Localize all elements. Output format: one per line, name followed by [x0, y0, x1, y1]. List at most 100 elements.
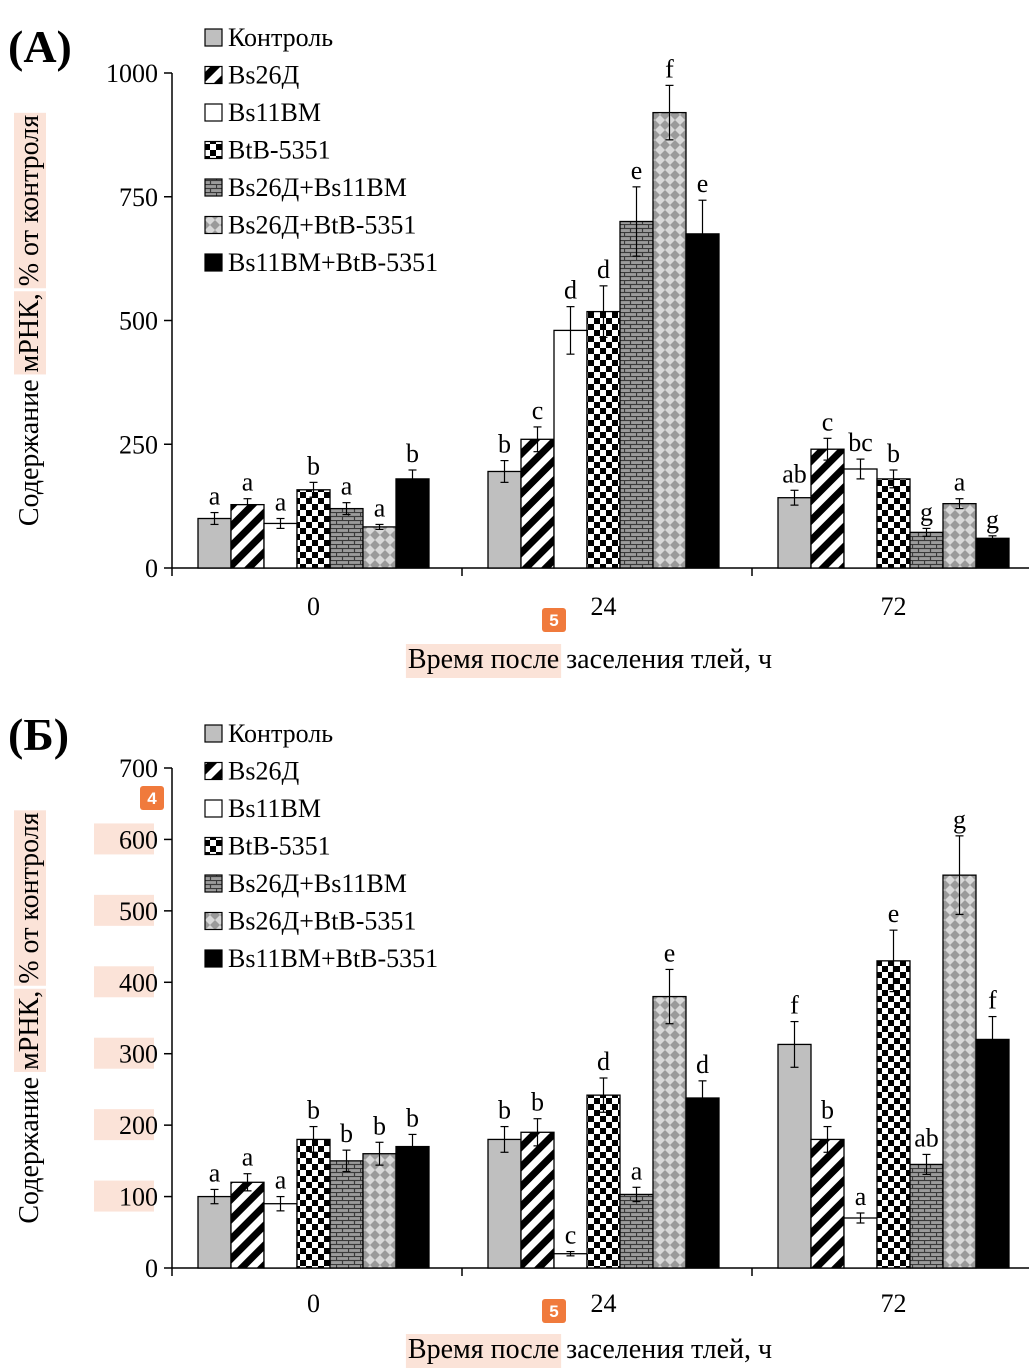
error-bar [632, 186, 641, 257]
error-bar [599, 1077, 608, 1113]
significance-label: g [986, 505, 999, 534]
error-bar [665, 968, 674, 1025]
bar [553, 329, 588, 569]
bar [843, 1217, 878, 1269]
significance-label: b [531, 1088, 544, 1117]
error-bar [698, 1080, 707, 1116]
error-bar [309, 1125, 318, 1153]
bar [810, 448, 845, 569]
significance-label: a [954, 468, 966, 497]
y-tick-label: 600 [119, 825, 158, 854]
y-tick-label: 0 [145, 1254, 158, 1283]
legend-swatch [204, 103, 223, 122]
legend-item: BtB-5351 [204, 136, 331, 165]
bar [652, 111, 687, 569]
legend-swatch [204, 215, 223, 235]
legend-swatch [204, 65, 223, 85]
tick-highlight [94, 1037, 154, 1069]
y-tick-label: 750 [119, 183, 158, 212]
badge-number: 4 [147, 789, 157, 808]
significance-label: e [631, 156, 643, 185]
bar [263, 1203, 298, 1269]
bar [619, 1193, 654, 1269]
legend-item: Bs26Д+Bs11BM [204, 173, 407, 202]
error-bar [375, 523, 384, 530]
error-bar [988, 535, 997, 542]
error-bar [632, 1186, 641, 1203]
legend-label: Bs26Д+BtB-5351 [228, 907, 416, 936]
significance-label: b [406, 439, 419, 468]
legend-item: BtB-5351 [204, 832, 331, 861]
significance-label: a [855, 1182, 867, 1211]
legend-label: Bs11BM [228, 98, 321, 127]
tick-highlight [94, 966, 154, 998]
significance-label: d [564, 276, 577, 305]
x-tick-label: 0 [307, 1289, 320, 1318]
significance-label: b [307, 1096, 320, 1125]
error-bar [342, 1149, 351, 1173]
significance-label: a [242, 1143, 254, 1172]
error-bar [823, 437, 832, 461]
bar [843, 468, 878, 569]
badge-number: 5 [549, 611, 558, 630]
significance-label: a [631, 1156, 643, 1185]
bar [619, 220, 654, 569]
error-bar [210, 511, 219, 526]
x-tick-label: 72 [881, 1289, 907, 1318]
significance-label: a [275, 1166, 287, 1195]
significance-label: a [374, 493, 386, 522]
legend-label: Bs26Д+Bs11BM [228, 869, 407, 898]
y-tick-label: 100 [119, 1183, 158, 1212]
y-tick-label: 400 [119, 968, 158, 997]
error-bar [955, 498, 964, 510]
significance-label: c [822, 407, 834, 436]
significance-label: b [821, 1096, 834, 1125]
error-bar [665, 84, 674, 141]
legend-swatch [204, 253, 223, 272]
error-bar [342, 502, 351, 516]
legend-swatch [204, 178, 223, 197]
y-tick-label: 250 [119, 430, 158, 459]
bar [586, 310, 621, 569]
bar [876, 478, 911, 569]
legend-item: Bs26Д [204, 61, 299, 90]
legend-swatch [204, 724, 223, 743]
legend-label: Bs26Д [228, 61, 299, 90]
significance-label: d [597, 1047, 610, 1076]
tick-highlight [94, 1180, 154, 1212]
panel-label: (A) [8, 21, 72, 72]
tick-highlight [94, 894, 154, 926]
error-bar [566, 306, 575, 355]
bar [230, 503, 265, 569]
significance-label: d [696, 1050, 709, 1079]
bar [395, 1145, 430, 1269]
y-tick-label: 1000 [106, 59, 158, 88]
annotation-badge: 4 [140, 786, 164, 810]
significance-label: bc [848, 428, 873, 457]
tick-highlight [94, 1109, 154, 1141]
significance-label: ab [914, 1123, 939, 1152]
error-bar [243, 1173, 252, 1192]
significance-label: f [665, 54, 674, 83]
error-bar [955, 835, 964, 916]
error-bar [856, 458, 865, 480]
annotation-badge: 5 [542, 608, 566, 632]
significance-label: g [920, 497, 933, 526]
annotation-badge: 5 [542, 1299, 566, 1323]
significance-label: a [209, 1158, 221, 1187]
error-bar [566, 1250, 575, 1257]
error-bar [698, 199, 707, 269]
significance-label: f [790, 991, 799, 1020]
significance-label: b [498, 1096, 511, 1125]
significance-label: a [209, 482, 221, 511]
error-bar [922, 1153, 931, 1176]
significance-label: b [887, 439, 900, 468]
bar [329, 507, 364, 569]
legend-item: Bs26Д [204, 757, 299, 786]
legend-swatch [204, 28, 223, 47]
error-bar [533, 1118, 542, 1147]
legend-item: Bs26Д+BtB-5351 [204, 211, 416, 240]
label-highlight [14, 988, 46, 1072]
error-bar [533, 426, 542, 453]
